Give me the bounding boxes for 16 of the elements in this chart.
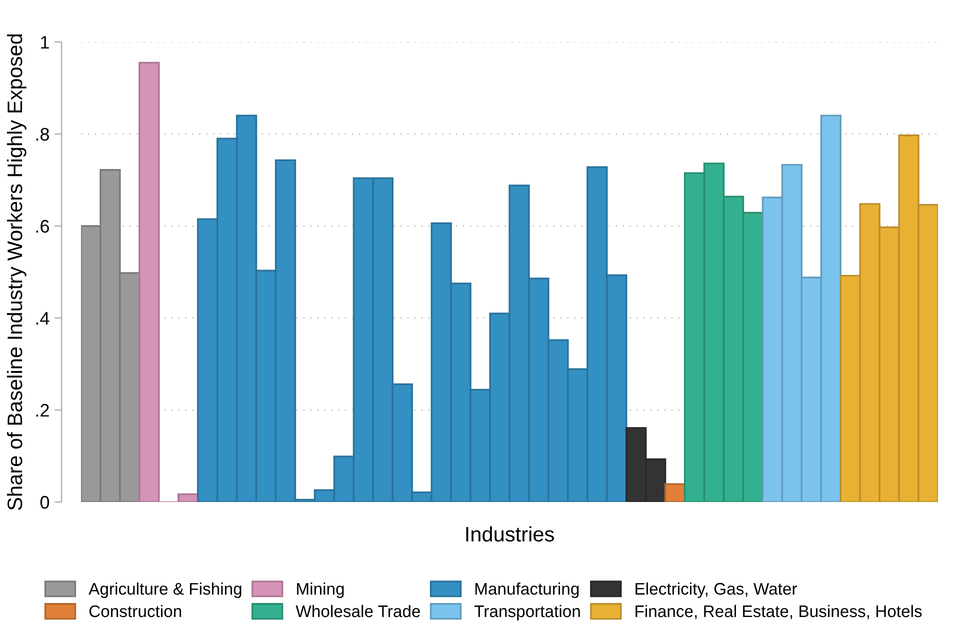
y-tick-label: .2	[36, 404, 49, 417]
y-axis-title: Share of Baseline Industry Workers Highly Exposed	[6, 34, 26, 510]
y-tick-label: 1	[41, 36, 49, 49]
y-tick-label: .8	[36, 128, 49, 141]
legend-label: Wholesale Trade	[296, 604, 420, 618]
legend-label: Construction	[89, 604, 182, 618]
legend-label: Mining	[297, 582, 344, 598]
y-tick-label: .6	[36, 220, 49, 233]
y-tick-label: .4	[36, 312, 50, 325]
y-tick-label: 0	[40, 496, 50, 509]
legend-label: Finance, Real Estate, Business, Hotels	[636, 604, 922, 620]
legend-label: Electricity, Gas, Water	[636, 582, 797, 598]
legend-label: Agriculture & Fishing	[88, 582, 242, 598]
legend-label: Transportation	[474, 604, 580, 620]
x-axis-title: Industries	[466, 526, 554, 542]
legend-label: Manufacturing	[475, 582, 579, 598]
